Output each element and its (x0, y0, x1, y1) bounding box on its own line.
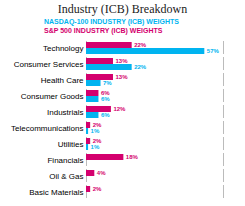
svg-text:Oil & Gas: Oil & Gas (49, 172, 83, 181)
svg-text:57%: 57% (207, 48, 220, 54)
svg-text:13%: 13% (115, 74, 128, 80)
svg-text:Utilities: Utilities (58, 140, 84, 149)
svg-text:Basic Materials: Basic Materials (29, 188, 83, 197)
svg-text:13%: 13% (115, 58, 128, 64)
svg-text:2%: 2% (93, 186, 102, 192)
svg-text:6%: 6% (101, 96, 110, 102)
svg-text:1%: 1% (91, 128, 100, 134)
svg-text:18%: 18% (126, 154, 139, 160)
svg-text:22%: 22% (134, 64, 147, 70)
svg-text:22%: 22% (134, 42, 147, 48)
html-text:S&P 500 INDUSTRY (ICB) WEIGHTS: S&P 500 INDUSTRY (ICB) WEIGHTS (44, 27, 163, 34)
svg-text:Financials: Financials (47, 156, 83, 165)
svg-text:1%: 1% (91, 144, 100, 150)
svg-text:6%: 6% (101, 90, 110, 96)
svg-text:2%: 2% (93, 138, 102, 144)
html-text:NASDAQ-100 INDUSTRY (ICB) WEIG: NASDAQ-100 INDUSTRY (ICB) WEIGHTS (44, 18, 179, 25)
svg-text:4%: 4% (97, 170, 106, 176)
svg-text:Health Care: Health Care (41, 76, 84, 85)
svg-text:12%: 12% (113, 106, 126, 112)
svg-text:Telecommunications: Telecommunications (11, 124, 83, 133)
svg-text:Consumer Services: Consumer Services (14, 60, 84, 69)
svg-text:Industrials: Industrials (47, 108, 83, 117)
html-text:Industry (ICB) Breakdown: Industry (ICB) Breakdown (57, 2, 188, 16)
svg-text:7%: 7% (103, 80, 112, 86)
svg-text:2%: 2% (93, 122, 102, 128)
svg-text:Technology: Technology (43, 44, 83, 53)
svg-text:Consumer Goods: Consumer Goods (21, 92, 84, 101)
svg-text:6%: 6% (101, 112, 110, 118)
